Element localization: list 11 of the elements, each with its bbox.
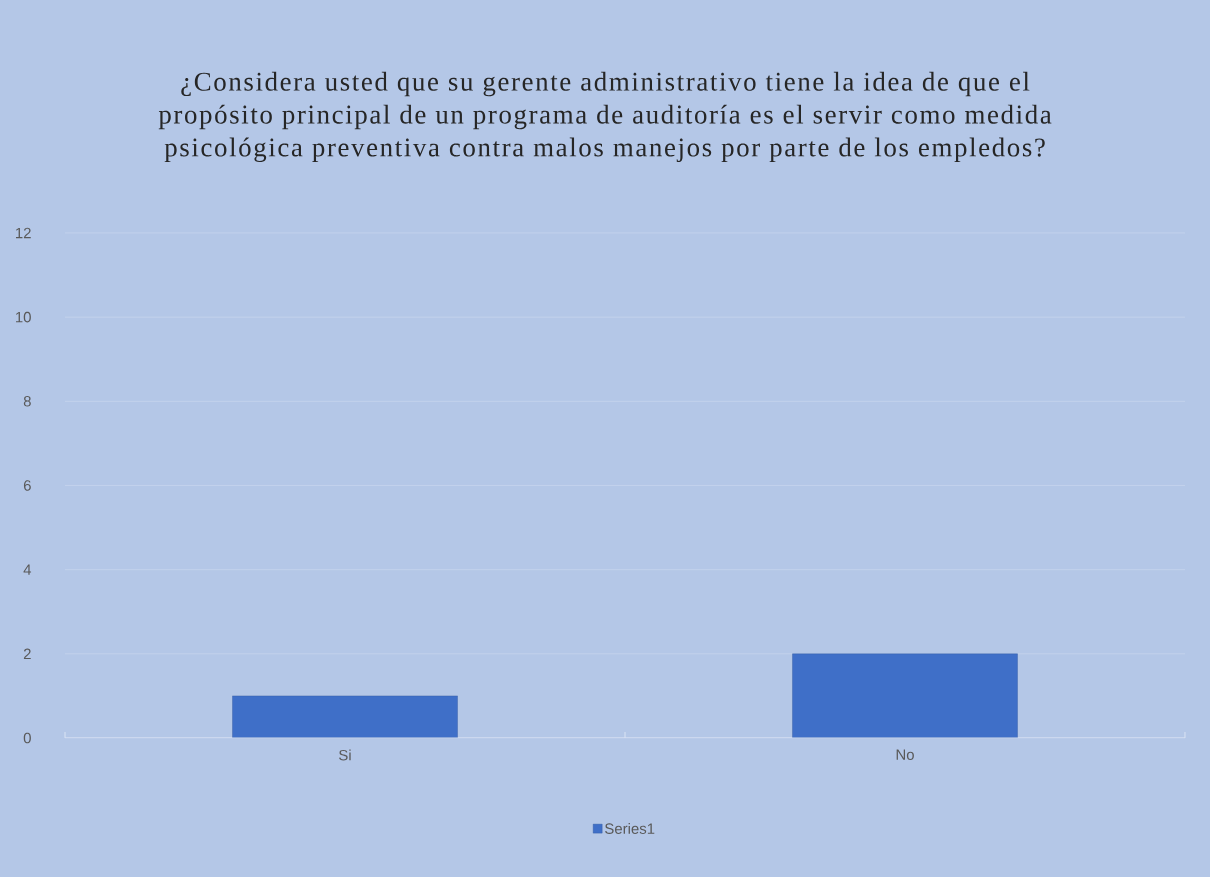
y-tick-label: 4: [23, 564, 32, 575]
y-tick-label: 8: [23, 396, 31, 407]
y-tick-label: 0: [23, 732, 31, 744]
x-tick-label: Si: [339, 749, 351, 761]
y-tick-label: 10: [16, 311, 31, 323]
y-tick-label: 2: [23, 648, 31, 660]
y-tick-label: 6: [23, 480, 31, 491]
chart-title: ¿Considera usted que su gerente administrativo tiene la idea de que el propósito principal de un programa de auditoría es el servir como medida psicológica preventiva contra malos manejos por parte de los empledos?: [158, 71, 1052, 163]
y-tick-label: 12: [16, 227, 31, 239]
legend-label: Series1: [605, 822, 655, 834]
x-tick-label: No: [896, 749, 914, 760]
